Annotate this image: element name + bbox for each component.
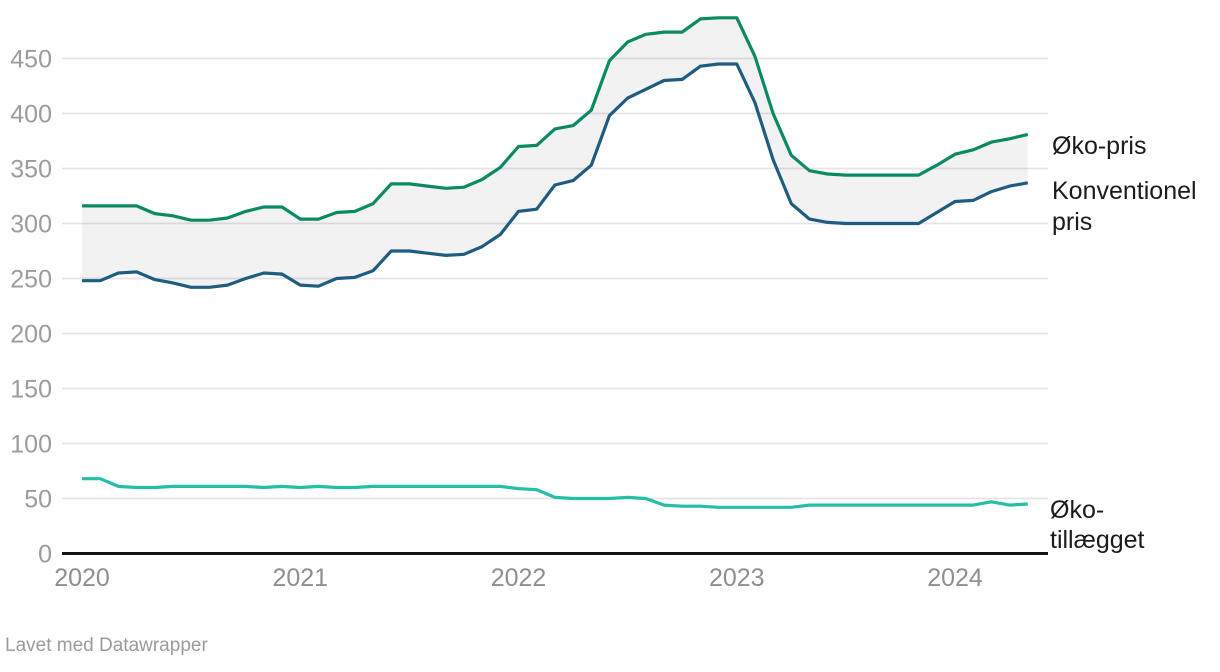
series-label-oko-pris: Øko-pris bbox=[1052, 131, 1146, 162]
y-tick-label-450: 450 bbox=[10, 46, 52, 74]
y-tick-label-350: 350 bbox=[10, 156, 52, 184]
x-tick-label-2023: 2023 bbox=[709, 564, 765, 592]
y-tick-label-150: 150 bbox=[10, 376, 52, 404]
series-label-tillaeg-line1: Øko- bbox=[1050, 496, 1105, 524]
y-tick-label-200: 200 bbox=[10, 321, 52, 349]
series-label-tillaeg-line2: tillægget bbox=[1050, 526, 1145, 554]
datawrapper-credit: Lavet med Datawrapper bbox=[5, 635, 208, 656]
x-tick-label-2022: 2022 bbox=[491, 564, 547, 592]
line-konventionel-pris bbox=[82, 62, 1029, 289]
series-label-konventionel-line2: pris bbox=[1052, 208, 1093, 236]
line--ko-pris bbox=[82, 16, 1029, 222]
y-tick-label-400: 400 bbox=[10, 101, 52, 129]
series-label-oko-pris-text: Øko-pris bbox=[1052, 132, 1147, 160]
y-tick-label-100: 100 bbox=[10, 431, 52, 459]
x-tick-label-2021: 2021 bbox=[272, 564, 328, 592]
y-tick-label-300: 300 bbox=[10, 211, 52, 239]
series-label-oko-tillaegget: Øko- tillægget bbox=[1050, 495, 1145, 555]
line--ko-till-gget bbox=[82, 477, 1028, 509]
series-label-konventionel-pris: Konventionel pris bbox=[1052, 176, 1197, 238]
y-tick-label-50: 50 bbox=[24, 486, 52, 514]
x-tick-label-2024: 2024 bbox=[927, 564, 983, 592]
y-tick-label-250: 250 bbox=[10, 266, 52, 294]
x-tick-label-2020: 2020 bbox=[54, 564, 110, 592]
series-label-konventionel-line1: Konventionel bbox=[1052, 177, 1197, 205]
y-tick-label-0: 0 bbox=[38, 541, 52, 569]
